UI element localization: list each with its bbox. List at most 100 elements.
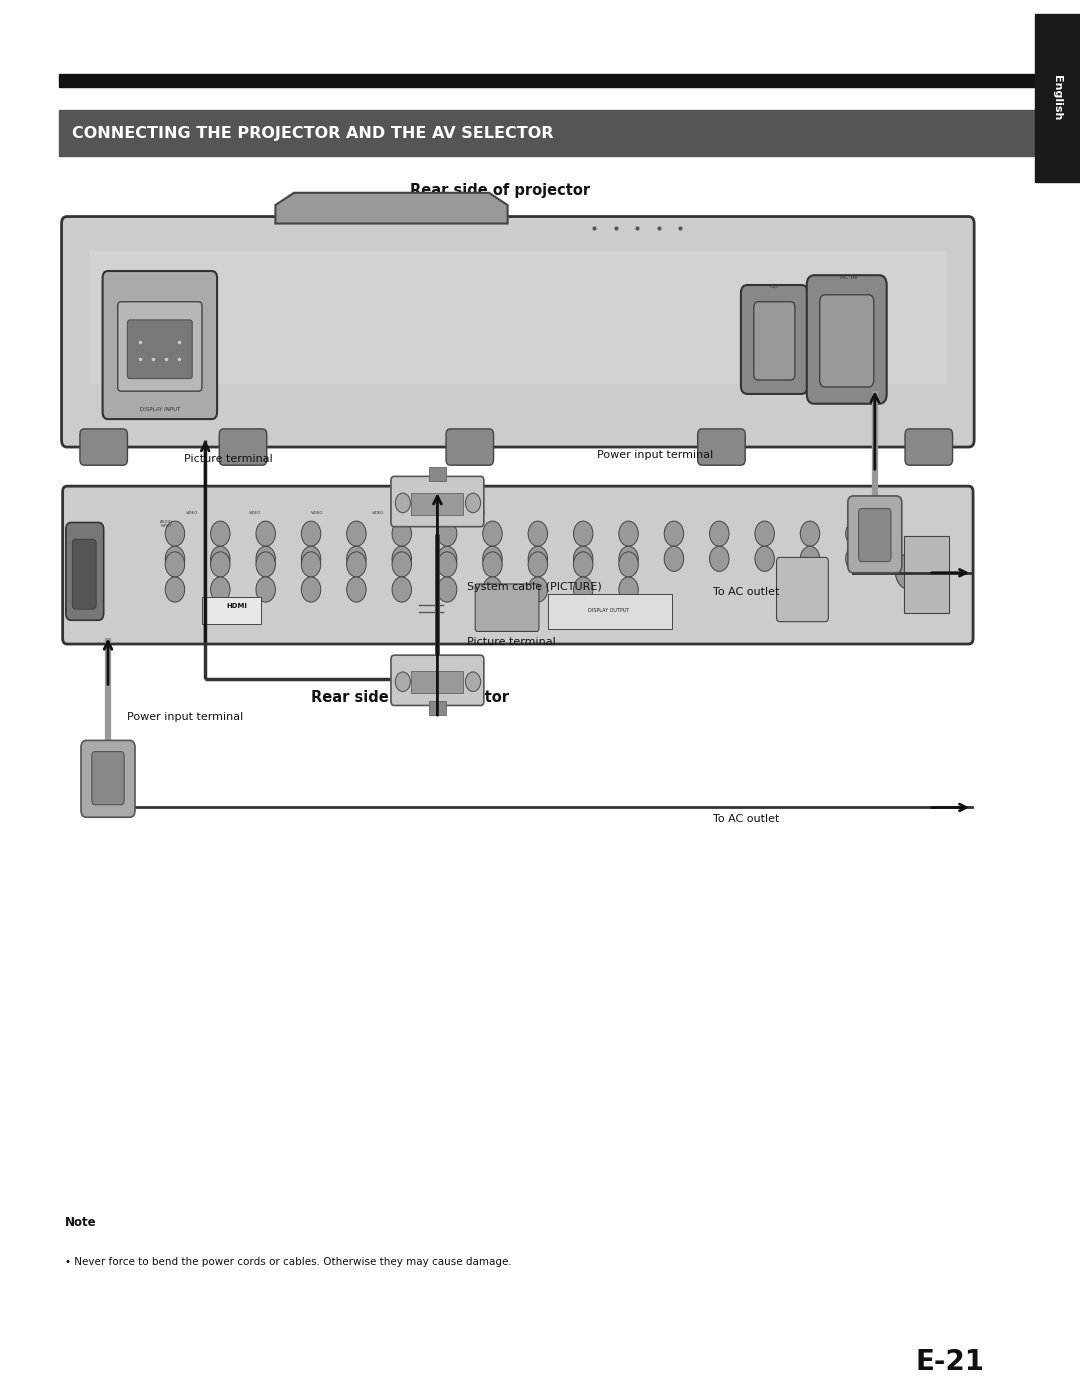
Text: Note: Note bbox=[65, 1217, 96, 1229]
Bar bbox=[411, 493, 463, 515]
Text: DISPLAY INPUT: DISPLAY INPUT bbox=[139, 407, 180, 412]
Circle shape bbox=[528, 546, 548, 571]
FancyBboxPatch shape bbox=[820, 295, 874, 387]
Circle shape bbox=[256, 552, 275, 577]
FancyBboxPatch shape bbox=[859, 509, 891, 562]
Circle shape bbox=[395, 672, 410, 692]
Circle shape bbox=[211, 577, 230, 602]
Text: O/I: O/I bbox=[770, 284, 779, 289]
Text: AUDIO
INPUT: AUDIO INPUT bbox=[160, 520, 173, 528]
FancyBboxPatch shape bbox=[92, 752, 124, 805]
Text: Power input terminal: Power input terminal bbox=[597, 450, 714, 460]
Text: Rear side of projector: Rear side of projector bbox=[410, 183, 590, 198]
Circle shape bbox=[710, 521, 729, 546]
Circle shape bbox=[437, 521, 457, 546]
FancyBboxPatch shape bbox=[741, 285, 808, 394]
Circle shape bbox=[301, 546, 321, 571]
FancyBboxPatch shape bbox=[103, 271, 217, 419]
Text: DISPLAY OUTPUT: DISPLAY OUTPUT bbox=[589, 608, 630, 613]
FancyBboxPatch shape bbox=[848, 496, 902, 573]
Text: English: English bbox=[1052, 75, 1063, 120]
Circle shape bbox=[392, 521, 411, 546]
Text: VIDEO: VIDEO bbox=[432, 511, 445, 515]
Circle shape bbox=[619, 577, 638, 602]
Circle shape bbox=[710, 546, 729, 571]
Bar bbox=[411, 671, 463, 693]
Bar bbox=[548, 594, 672, 629]
Circle shape bbox=[347, 546, 366, 571]
Circle shape bbox=[437, 546, 457, 571]
FancyBboxPatch shape bbox=[905, 429, 953, 465]
FancyBboxPatch shape bbox=[219, 429, 267, 465]
Bar bbox=[202, 597, 261, 624]
Circle shape bbox=[846, 546, 865, 571]
Circle shape bbox=[165, 546, 185, 571]
FancyBboxPatch shape bbox=[391, 476, 484, 527]
Text: To AC outlet: To AC outlet bbox=[713, 814, 779, 824]
Circle shape bbox=[347, 521, 366, 546]
Circle shape bbox=[256, 577, 275, 602]
FancyBboxPatch shape bbox=[127, 320, 192, 379]
Circle shape bbox=[528, 521, 548, 546]
FancyBboxPatch shape bbox=[62, 217, 974, 447]
Circle shape bbox=[483, 546, 502, 571]
Circle shape bbox=[301, 521, 321, 546]
Circle shape bbox=[165, 577, 185, 602]
Circle shape bbox=[465, 672, 481, 692]
Circle shape bbox=[392, 546, 411, 571]
Circle shape bbox=[800, 546, 820, 571]
Circle shape bbox=[664, 521, 684, 546]
Circle shape bbox=[483, 577, 502, 602]
Text: Power input terminal: Power input terminal bbox=[127, 712, 244, 722]
Circle shape bbox=[483, 552, 502, 577]
FancyBboxPatch shape bbox=[72, 539, 96, 609]
Circle shape bbox=[664, 546, 684, 571]
Text: VIDEO: VIDEO bbox=[311, 511, 324, 515]
Text: VIDEO: VIDEO bbox=[372, 511, 384, 515]
Bar bbox=[1035, 14, 1080, 182]
Text: Picture terminal: Picture terminal bbox=[467, 637, 555, 647]
Circle shape bbox=[165, 552, 185, 577]
Circle shape bbox=[256, 521, 275, 546]
FancyBboxPatch shape bbox=[446, 429, 494, 465]
Circle shape bbox=[619, 546, 638, 571]
Text: • Never force to bend the power cords or cables. Otherwise they may cause damage: • Never force to bend the power cords or… bbox=[65, 1257, 512, 1267]
Circle shape bbox=[573, 577, 593, 602]
Text: VIDEO: VIDEO bbox=[186, 511, 199, 515]
Circle shape bbox=[573, 521, 593, 546]
Circle shape bbox=[392, 577, 411, 602]
Circle shape bbox=[437, 552, 457, 577]
FancyBboxPatch shape bbox=[475, 584, 539, 631]
FancyBboxPatch shape bbox=[80, 429, 127, 465]
Circle shape bbox=[395, 493, 410, 513]
Circle shape bbox=[256, 546, 275, 571]
Circle shape bbox=[755, 546, 774, 571]
FancyBboxPatch shape bbox=[81, 740, 135, 817]
Text: HDMI: HDMI bbox=[226, 602, 247, 609]
Bar bbox=[59, 74, 1034, 87]
Circle shape bbox=[528, 577, 548, 602]
Bar bbox=[429, 701, 446, 715]
Circle shape bbox=[846, 521, 865, 546]
FancyBboxPatch shape bbox=[698, 429, 745, 465]
Circle shape bbox=[573, 552, 593, 577]
Circle shape bbox=[619, 521, 638, 546]
FancyBboxPatch shape bbox=[63, 486, 973, 644]
FancyBboxPatch shape bbox=[777, 557, 828, 622]
FancyBboxPatch shape bbox=[118, 302, 202, 391]
Circle shape bbox=[895, 553, 923, 590]
Bar bbox=[429, 467, 446, 481]
Circle shape bbox=[211, 521, 230, 546]
Circle shape bbox=[211, 552, 230, 577]
Text: CONNECTING THE PROJECTOR AND THE AV SELECTOR: CONNECTING THE PROJECTOR AND THE AV SELE… bbox=[72, 126, 554, 141]
Text: SVID: SVID bbox=[477, 511, 486, 515]
Circle shape bbox=[392, 552, 411, 577]
Circle shape bbox=[437, 577, 457, 602]
Text: Rear side of AV selector: Rear side of AV selector bbox=[311, 690, 510, 705]
Bar bbox=[59, 110, 1034, 156]
FancyBboxPatch shape bbox=[391, 655, 484, 705]
Circle shape bbox=[483, 521, 502, 546]
Circle shape bbox=[211, 546, 230, 571]
Polygon shape bbox=[275, 193, 508, 224]
Circle shape bbox=[755, 521, 774, 546]
